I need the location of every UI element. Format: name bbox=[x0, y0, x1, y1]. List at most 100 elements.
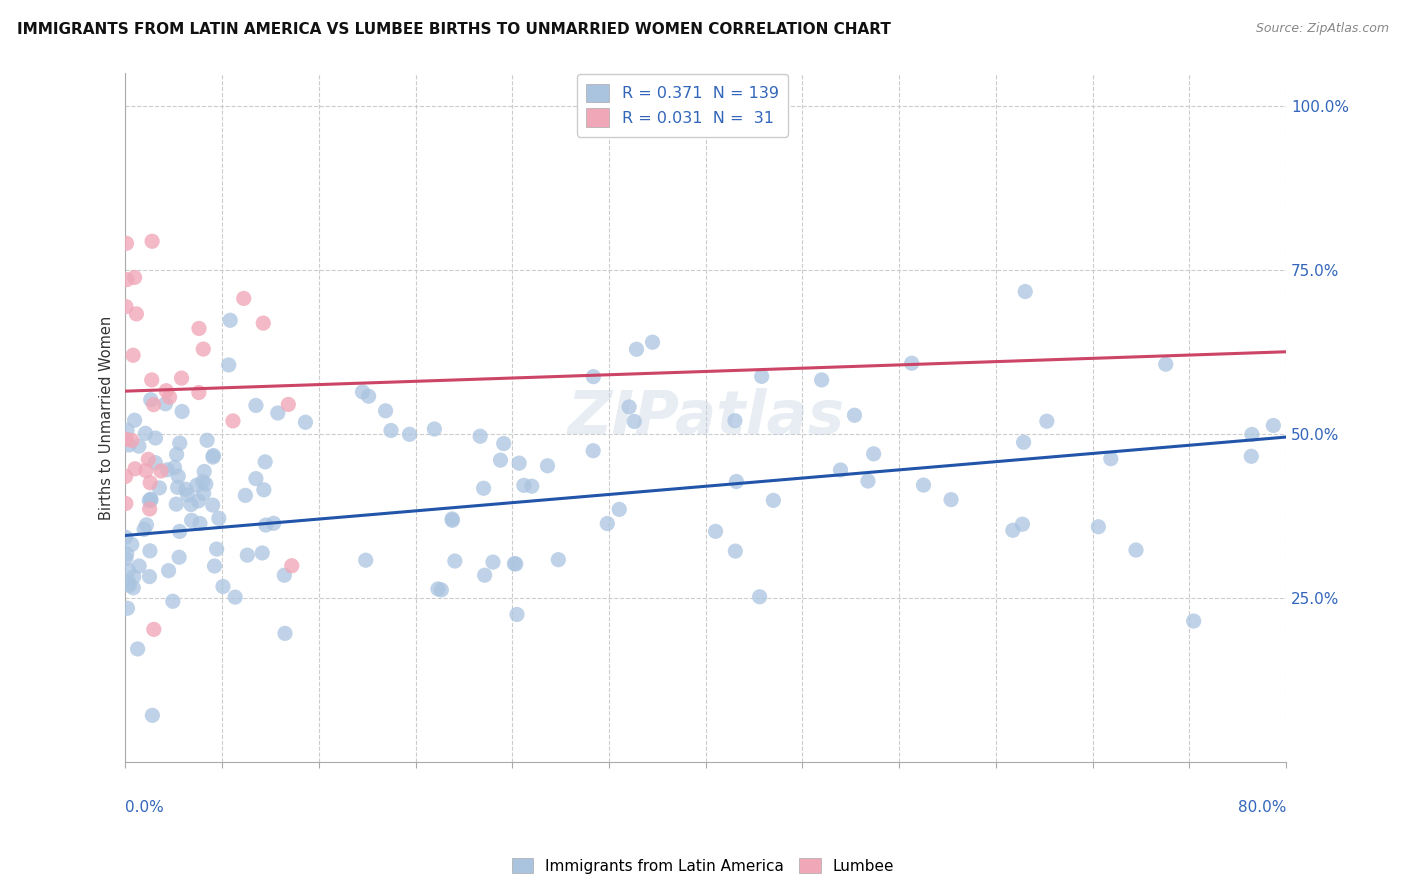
Point bbox=[441, 512, 464, 526]
Point bbox=[115, 272, 138, 286]
Point bbox=[124, 270, 146, 285]
Point bbox=[115, 236, 138, 251]
Point bbox=[155, 397, 177, 411]
Point bbox=[201, 498, 224, 512]
Point bbox=[704, 524, 727, 539]
Point bbox=[380, 424, 402, 438]
Point bbox=[115, 423, 138, 437]
Point bbox=[224, 590, 246, 604]
Point bbox=[1001, 524, 1024, 538]
Point bbox=[862, 447, 884, 461]
Point bbox=[281, 558, 304, 573]
Point bbox=[165, 497, 187, 511]
Point bbox=[617, 400, 640, 414]
Point bbox=[623, 414, 645, 428]
Point bbox=[724, 544, 747, 558]
Point bbox=[222, 414, 245, 428]
Point bbox=[149, 464, 172, 478]
Point bbox=[506, 607, 529, 622]
Point bbox=[263, 516, 285, 531]
Point bbox=[212, 580, 235, 594]
Legend: R = 0.371  N = 139, R = 0.031  N =  31: R = 0.371 N = 139, R = 0.031 N = 31 bbox=[576, 74, 789, 136]
Point bbox=[169, 436, 191, 450]
Point bbox=[115, 432, 138, 446]
Point bbox=[430, 582, 453, 597]
Point bbox=[472, 481, 495, 495]
Point bbox=[748, 590, 770, 604]
Point bbox=[114, 496, 136, 510]
Point bbox=[170, 371, 193, 385]
Point bbox=[139, 475, 162, 490]
Point bbox=[508, 456, 530, 470]
Point bbox=[114, 469, 136, 483]
Point bbox=[122, 581, 145, 595]
Point bbox=[166, 447, 188, 461]
Point bbox=[830, 463, 852, 477]
Point bbox=[188, 516, 211, 531]
Point bbox=[201, 450, 224, 464]
Point bbox=[1011, 517, 1033, 532]
Point bbox=[505, 557, 527, 571]
Point bbox=[607, 502, 630, 516]
Point bbox=[187, 385, 209, 400]
Point bbox=[374, 404, 396, 418]
Point bbox=[398, 427, 420, 442]
Point bbox=[218, 358, 240, 372]
Point bbox=[117, 601, 139, 615]
Point bbox=[751, 369, 773, 384]
Point bbox=[273, 568, 295, 582]
Point bbox=[503, 557, 526, 571]
Point bbox=[142, 398, 165, 412]
Point bbox=[159, 390, 181, 404]
Point bbox=[724, 414, 747, 428]
Point bbox=[124, 462, 146, 476]
Point bbox=[252, 546, 274, 560]
Point bbox=[193, 465, 215, 479]
Point bbox=[169, 524, 191, 539]
Point bbox=[141, 234, 163, 248]
Point bbox=[444, 554, 467, 568]
Point bbox=[245, 472, 267, 486]
Point bbox=[205, 542, 228, 557]
Point bbox=[810, 373, 832, 387]
Point bbox=[180, 513, 202, 527]
Point bbox=[1036, 414, 1059, 428]
Point bbox=[148, 481, 170, 495]
Point bbox=[135, 517, 157, 532]
Point bbox=[582, 369, 605, 384]
Point bbox=[294, 415, 316, 429]
Point bbox=[254, 518, 277, 533]
Point bbox=[204, 559, 226, 574]
Point bbox=[118, 438, 141, 452]
Text: 80.0%: 80.0% bbox=[1237, 799, 1286, 814]
Point bbox=[352, 384, 374, 399]
Point bbox=[127, 641, 149, 656]
Point bbox=[117, 575, 139, 590]
Point bbox=[423, 422, 446, 436]
Point bbox=[143, 456, 166, 470]
Point bbox=[1240, 427, 1263, 442]
Point bbox=[547, 552, 569, 566]
Point bbox=[187, 494, 209, 508]
Point bbox=[138, 502, 160, 516]
Point bbox=[274, 626, 297, 640]
Point bbox=[536, 458, 558, 473]
Point bbox=[762, 493, 785, 508]
Point bbox=[844, 409, 866, 423]
Point bbox=[939, 492, 962, 507]
Point bbox=[193, 342, 215, 356]
Point bbox=[254, 455, 277, 469]
Point bbox=[354, 553, 377, 567]
Point bbox=[188, 321, 211, 335]
Point bbox=[596, 516, 619, 531]
Point bbox=[1087, 520, 1109, 534]
Point bbox=[1014, 285, 1036, 299]
Point bbox=[441, 513, 464, 527]
Point bbox=[135, 464, 157, 478]
Point bbox=[125, 307, 148, 321]
Point bbox=[912, 478, 935, 492]
Text: ZIPatlas: ZIPatlas bbox=[567, 388, 844, 447]
Point bbox=[267, 406, 290, 420]
Point bbox=[1099, 451, 1122, 466]
Point bbox=[193, 486, 215, 500]
